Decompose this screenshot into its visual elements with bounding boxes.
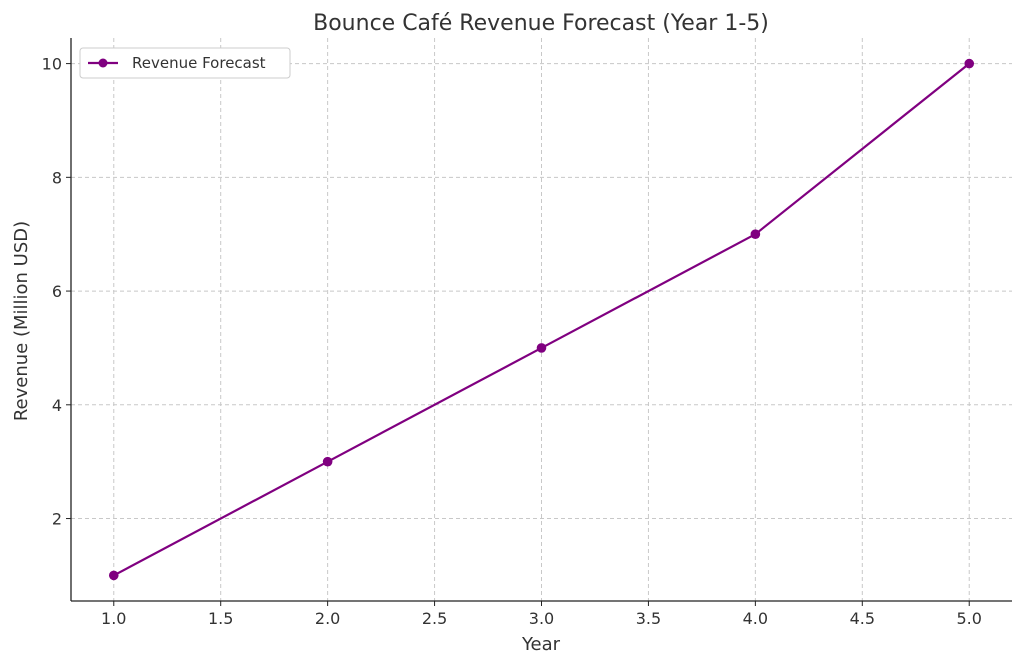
legend-entry-label: Revenue Forecast: [132, 54, 266, 72]
y-tick-label-4: 10: [42, 55, 62, 74]
grid: [71, 38, 1012, 601]
x-tick-label-1: 1.5: [208, 609, 233, 628]
x-axis-label: Year: [521, 634, 561, 655]
x-tick-label-2: 2.0: [315, 609, 340, 628]
legend-box: [79, 47, 291, 79]
data-point-0-0: [108, 570, 119, 581]
y-tick-label-0: 2: [52, 510, 62, 529]
x-tick-label-4: 3.0: [529, 609, 554, 628]
data-point-0-1: [322, 456, 333, 467]
legend-marker-swatch: [98, 58, 108, 68]
y-axis-label: Revenue (Million USD): [11, 221, 32, 421]
series-layer: [108, 58, 975, 581]
data-point-0-4: [964, 58, 975, 69]
legend: Revenue Forecast: [79, 47, 291, 79]
x-tick-label-6: 4.0: [743, 609, 768, 628]
x-tick-label-0: 1.0: [101, 609, 126, 628]
x-tick-label-7: 4.5: [850, 609, 875, 628]
x-tick-label-5: 3.5: [636, 609, 661, 628]
y-axis-ticks: 2 4 6 8 10: [42, 55, 71, 529]
x-tick-label-8: 5.0: [957, 609, 982, 628]
data-point-0-3: [750, 229, 761, 239]
x-tick-label-3: 2.5: [422, 609, 447, 628]
y-tick-label-1: 4: [52, 396, 62, 415]
x-axis-ticks: 1.0 1.5 2.0 2.5 3.0 3.5 4.0 4.5 5.0: [101, 601, 982, 628]
data-point-0-2: [536, 343, 547, 353]
chart-title: Bounce Café Revenue Forecast (Year 1-5): [313, 11, 769, 36]
y-tick-label-3: 8: [52, 168, 62, 187]
y-tick-label-2: 6: [52, 282, 62, 301]
